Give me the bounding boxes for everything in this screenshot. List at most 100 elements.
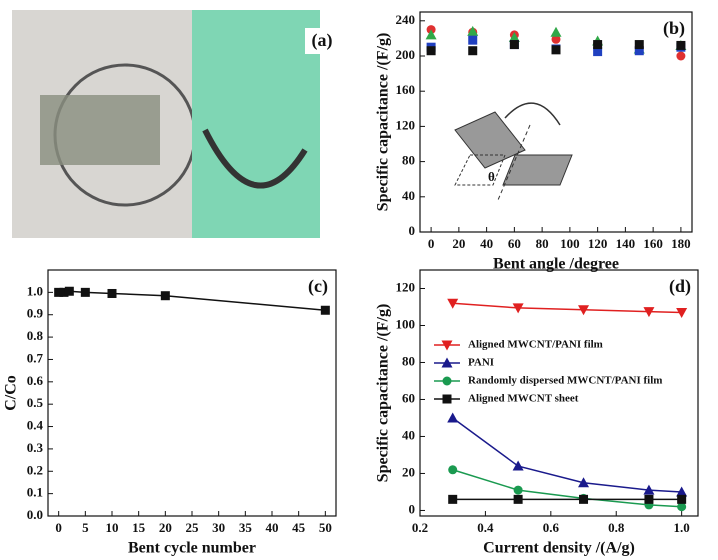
marker	[643, 307, 655, 318]
y-tick-label: 80	[402, 153, 415, 168]
y-tick-label: 0.0	[27, 507, 43, 522]
inset-diagram: θ	[454, 102, 573, 201]
film	[40, 95, 160, 165]
marker	[643, 484, 655, 495]
marker	[644, 494, 654, 504]
y-tick-label: 120	[396, 117, 416, 132]
y-tick-label: 0.4	[27, 418, 44, 433]
plot-frame	[419, 269, 699, 517]
y-tick-label: 0	[409, 501, 416, 516]
photo-panel: (a)	[12, 10, 339, 238]
marker	[467, 25, 479, 36]
marker	[676, 40, 686, 50]
x-tick-label: 0.6	[543, 520, 560, 535]
y-tick-label: 100	[396, 316, 416, 331]
x-tick-label: 0.2	[412, 520, 428, 535]
x-tick-label: 15	[132, 520, 146, 535]
x-tick-label: 40	[480, 236, 493, 251]
marker	[677, 494, 687, 504]
marker	[578, 305, 590, 316]
x-tick-label: 40	[266, 520, 279, 535]
y-tick-label: 60	[402, 390, 415, 405]
x-axis-title: Bent cycle number	[128, 540, 256, 557]
arrow	[504, 102, 561, 126]
marker	[160, 291, 170, 301]
series-line	[58, 290, 326, 312]
y-axis-title: Specific capacitance /(F/g)	[375, 304, 392, 483]
y-tick-label: 40	[402, 188, 415, 203]
marker	[468, 46, 478, 56]
y-tick-label: 40	[402, 427, 415, 442]
marker	[320, 305, 330, 315]
y-tick-label: 0.8	[27, 328, 44, 343]
marker	[441, 357, 453, 368]
marker	[512, 303, 524, 314]
x-tick-label: 50	[319, 520, 332, 535]
marker	[442, 376, 452, 386]
x-tick-label: 45	[292, 520, 306, 535]
marker	[513, 485, 523, 495]
x-tick-label: 20	[452, 236, 465, 251]
marker	[448, 494, 458, 504]
y-tick-label: 0.5	[27, 395, 44, 410]
plane-ref	[454, 154, 506, 186]
y-tick-label: 0.6	[27, 373, 44, 388]
marker	[468, 35, 478, 45]
marker	[54, 287, 64, 297]
marker	[677, 502, 687, 512]
y-tick-label: 1.0	[27, 283, 43, 298]
marker	[634, 46, 644, 56]
marker	[509, 40, 519, 50]
x-tick-label: 30	[212, 520, 225, 535]
x-tick-label: 60	[508, 236, 521, 251]
marker	[59, 287, 69, 297]
x-tick-label: 80	[536, 236, 549, 251]
legend-label: Aligned MWCNT sheet	[468, 393, 579, 405]
panel-label: (b)	[663, 18, 685, 39]
marker	[676, 308, 688, 319]
x-tick-label: 0	[428, 236, 435, 251]
marker	[442, 394, 452, 404]
x-tick-label: 0.8	[608, 520, 625, 535]
y-tick-label: 0.9	[27, 306, 44, 321]
y-tick-label: 20	[402, 464, 415, 479]
panel-label: (d)	[669, 276, 691, 297]
marker	[80, 287, 90, 297]
marker	[441, 340, 453, 351]
y-tick-label: 0.2	[27, 462, 43, 477]
x-axis-title: Bent angle /degree	[493, 256, 619, 273]
y-tick-label: 240	[396, 12, 416, 27]
x-tick-label: 0	[55, 520, 62, 535]
x-tick-label: 160	[643, 236, 663, 251]
marker	[513, 494, 523, 504]
marker	[107, 288, 117, 298]
marker	[512, 460, 524, 471]
marker	[447, 412, 459, 423]
marker	[593, 47, 603, 57]
y-tick-label: 0.1	[27, 485, 43, 500]
marker	[676, 486, 688, 497]
legend-label: Aligned MWCNT/PANI film	[468, 339, 603, 351]
marker	[425, 29, 437, 40]
marker	[634, 40, 644, 50]
marker	[578, 477, 590, 488]
x-tick-label: 1.0	[674, 520, 690, 535]
x-tick-label: 10	[106, 520, 119, 535]
marker	[508, 32, 520, 43]
marker	[447, 298, 459, 309]
marker	[64, 286, 74, 296]
x-tick-label: 35	[239, 520, 253, 535]
y-tick-label: 0	[409, 223, 416, 238]
photo-right	[192, 10, 320, 238]
panel-label: (c)	[308, 276, 328, 297]
x-tick-label: 0.4	[477, 520, 494, 535]
x-tick-label: 140	[616, 236, 636, 251]
y-tick-label: 0.3	[27, 440, 44, 455]
x-axis-title: Current density /(A/g)	[483, 540, 635, 557]
marker	[550, 26, 562, 37]
x-tick-label: 20	[159, 520, 172, 535]
bent-film	[202, 128, 308, 189]
marker	[593, 40, 603, 50]
marker	[426, 46, 436, 56]
